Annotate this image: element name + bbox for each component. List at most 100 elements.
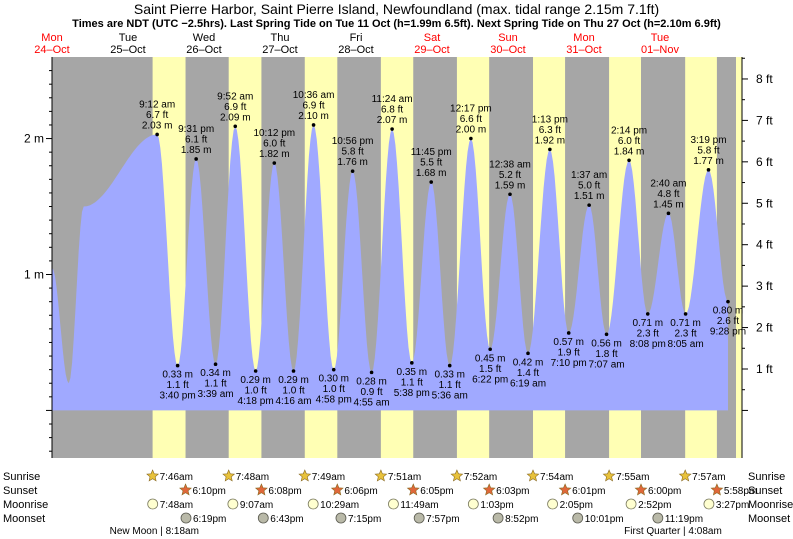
- high-tide-label: 10:36 am: [293, 90, 335, 101]
- sunset-icon: [254, 483, 268, 496]
- tide-point: [488, 347, 492, 352]
- sunrise-time: 7:51am: [388, 472, 421, 483]
- low-tide-label: 4:58 pm: [316, 395, 352, 406]
- high-tide-label: 4.8 ft: [657, 189, 679, 200]
- sunset-time: 6:08pm: [268, 486, 301, 497]
- sunset-time: 6:10pm: [193, 486, 226, 497]
- low-tide-label: 0.9 ft: [360, 387, 382, 398]
- sunrise-icon: [146, 469, 160, 482]
- day-date: 01–Nov: [641, 44, 679, 56]
- low-tide-label: 4:16 am: [275, 396, 311, 407]
- day-date: 31–Oct: [566, 44, 601, 56]
- right-edge-band: [736, 57, 742, 458]
- sunset-time: 6:05pm: [420, 486, 453, 497]
- high-tide-label: 5.2 ft: [499, 170, 521, 181]
- moonrise-icon: [547, 498, 558, 510]
- sunset-icon: [710, 483, 724, 496]
- high-tide-label: 2.10 m: [298, 111, 329, 122]
- low-tide-label: 0.42 m: [513, 357, 544, 368]
- low-tide-label: 5:36 am: [432, 391, 468, 402]
- moonset-time: 7:57pm: [426, 514, 459, 525]
- low-tide-label: 6:19 am: [510, 378, 546, 389]
- day-date: 26–Oct: [186, 44, 221, 56]
- sunrise-time: 7:52am: [464, 472, 497, 483]
- low-tide-label: 1.1 ft: [204, 379, 226, 390]
- high-tide-label: 1:37 am: [571, 170, 607, 181]
- tide-point: [233, 124, 238, 129]
- high-tide-label: 5.5 ft: [420, 158, 442, 169]
- moonset-icon: [652, 512, 664, 524]
- moonset-row-label-left: Moonset: [3, 513, 45, 525]
- moonrise-icon: [467, 498, 479, 510]
- sunset-time: 6:01pm: [572, 486, 605, 497]
- high-tide-label: 2.03 m: [142, 120, 173, 131]
- right-tick-label: 5 ft: [756, 196, 773, 210]
- day-date: 30–Oct: [490, 44, 525, 56]
- sunset-icon: [482, 483, 496, 496]
- right-tick-label: 8 ft: [756, 72, 773, 86]
- tide-labels: 9:12 am6.7 ft2.03 m0.33 m1.1 ft3:40 pm9:…: [139, 90, 746, 408]
- high-tide-label: 2.07 m: [377, 115, 408, 126]
- high-tide-label: 1:13 pm: [532, 114, 568, 125]
- sunset-time: 6:00pm: [648, 486, 681, 497]
- moonrise-time: 7:48am: [160, 500, 193, 511]
- high-tide-label: 1.59 m: [495, 180, 526, 191]
- low-tide-label: 0.71 m: [670, 318, 701, 329]
- low-tide-label: 4:18 pm: [238, 396, 274, 407]
- high-tide-label: 1.77 m: [693, 156, 724, 167]
- sunrise-time: 7:46am: [160, 472, 193, 483]
- low-tide-label: 8:08 pm: [630, 339, 666, 350]
- high-tide-label: 5.8 ft: [697, 145, 719, 156]
- high-tide-label: 6.1 ft: [185, 134, 207, 145]
- day-date: 24–Oct: [34, 44, 69, 56]
- chart-subtitle: Times are NDT (UTC −2.5hrs). Last Spring…: [72, 18, 721, 30]
- high-tide-label: 10:56 pm: [332, 136, 374, 147]
- low-tide-label: 3:40 pm: [160, 391, 196, 402]
- high-tide-label: 5.0 ft: [578, 181, 600, 192]
- day-date: 27–Oct: [262, 44, 297, 56]
- moonset-time: 7:15pm: [348, 514, 381, 525]
- tide-point: [666, 211, 671, 216]
- tide-point: [726, 299, 730, 304]
- sunset-time: 6:03pm: [496, 486, 529, 497]
- day-name: Tue: [651, 32, 670, 44]
- day-labels: Mon24–OctTue25–OctWed26–OctThu27–OctFri2…: [34, 32, 679, 56]
- high-tide-label: 9:12 am: [139, 99, 175, 110]
- moonrise-row-label-right: Moonrise: [748, 499, 793, 511]
- day-name: Sun: [498, 32, 518, 44]
- high-tide-label: 1.76 m: [337, 157, 368, 168]
- high-tide-label: 1.51 m: [574, 191, 605, 202]
- sunset-row-label-left: Sunset: [3, 485, 37, 497]
- tide-point: [272, 161, 277, 165]
- sunset-icon: [406, 483, 420, 496]
- moon-phase-label: New Moon | 8:18am: [110, 526, 199, 537]
- high-tide-label: 3:19 pm: [690, 135, 726, 146]
- moonrise-icon: [147, 498, 159, 510]
- low-tide-label: 0.28 m: [356, 376, 387, 387]
- tide-point: [566, 331, 571, 335]
- day-name: Mon: [573, 32, 594, 44]
- day-date: 29–Oct: [414, 44, 449, 56]
- moonrise-time: 9:07am: [240, 500, 273, 511]
- high-tide-label: 12:38 am: [489, 159, 531, 170]
- sunrise-icon: [678, 469, 692, 482]
- sunrise-icon: [298, 469, 312, 482]
- sunset-icon: [634, 483, 648, 496]
- moonrise-time: 10:29am: [320, 500, 359, 511]
- sunset-icon: [179, 483, 192, 496]
- low-tide-label: 0.56 m: [591, 338, 622, 349]
- high-tide-label: 6.6 ft: [460, 114, 482, 125]
- moonset-icon: [335, 512, 347, 524]
- high-tide-label: 1.85 m: [181, 145, 212, 156]
- high-tide-label: 1.82 m: [259, 149, 290, 160]
- high-tide-label: 6.0 ft: [618, 136, 640, 147]
- day-name: Mon: [41, 32, 62, 44]
- left-tick-label: 1 m: [24, 267, 44, 281]
- sunrise-time: 7:57am: [692, 472, 725, 483]
- low-tide-label: 0.57 m: [553, 337, 584, 348]
- tide-point: [645, 312, 650, 316]
- right-tick-label: 7 ft: [756, 113, 773, 127]
- tide-point: [447, 363, 452, 368]
- low-tide-label: 1.0 ft: [282, 386, 304, 397]
